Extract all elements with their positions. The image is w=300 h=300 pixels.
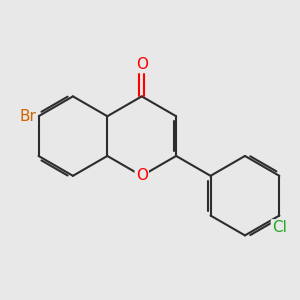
Text: Br: Br: [20, 109, 37, 124]
Text: O: O: [136, 57, 148, 72]
Text: O: O: [136, 168, 148, 183]
Text: Cl: Cl: [272, 220, 287, 235]
